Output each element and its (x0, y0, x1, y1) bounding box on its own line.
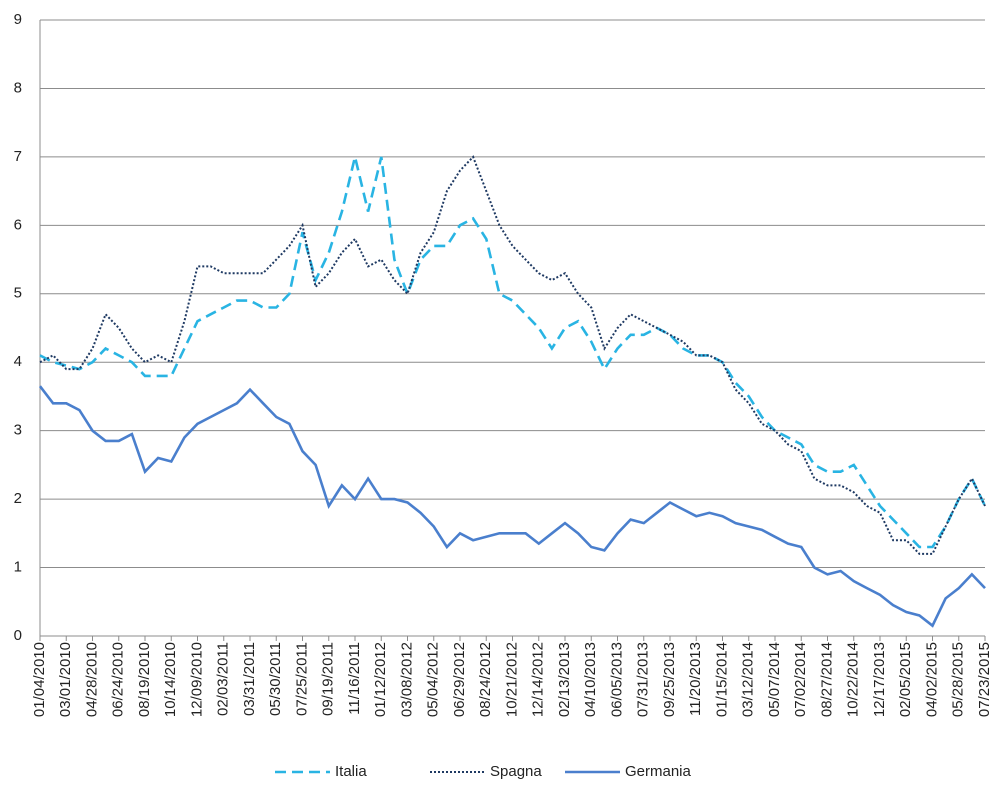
x-tick-label: 02/05/2015 (897, 642, 914, 717)
x-tick-label: 10/22/2014 (845, 642, 862, 717)
y-tick-label: 7 (14, 148, 22, 165)
x-tick-label: 03/31/2011 (241, 642, 258, 716)
x-tick-label: 05/07/2014 (766, 642, 783, 717)
x-tick-label: 12/14/2012 (530, 642, 547, 717)
series-line (39, 156, 987, 549)
x-tick-label: 04/10/2013 (582, 642, 599, 717)
x-tick-label: 07/23/2015 (976, 642, 992, 717)
y-tick-label: 1 (14, 559, 22, 576)
series-line (38, 385, 986, 628)
x-tick-label: 11/16/2011 (346, 642, 363, 715)
y-tick-label: 8 (14, 79, 22, 96)
y-tick-label: 2 (14, 490, 22, 507)
y-tick-label: 4 (14, 353, 22, 370)
x-tick-label: 07/31/2013 (635, 642, 652, 717)
x-tick-label: 10/14/2010 (162, 642, 179, 717)
x-tick-label: 04/28/2010 (83, 642, 100, 717)
x-tick-label: 01/12/2012 (372, 642, 389, 717)
x-tick-label: 06/29/2012 (451, 642, 468, 717)
x-tick-label: 12/17/2013 (871, 642, 888, 717)
x-tick-label: 06/24/2010 (110, 642, 127, 717)
x-tick-label: 03/01/2010 (57, 642, 74, 717)
legend-label: Italia (335, 763, 367, 780)
x-tick-label: 06/05/2013 (608, 642, 625, 717)
y-tick-label: 0 (14, 627, 22, 644)
x-tick-label: 07/25/2011 (293, 642, 310, 716)
y-tick-label: 5 (14, 285, 22, 302)
x-tick-label: 09/19/2011 (320, 642, 337, 716)
x-tick-label: 05/28/2015 (950, 642, 967, 717)
legend-label: Spagna (490, 763, 542, 780)
x-tick-label: 09/25/2013 (661, 642, 678, 717)
x-tick-label: 05/30/2011 (267, 642, 284, 716)
x-tick-label: 08/24/2012 (477, 642, 494, 717)
x-tick-label: 12/09/2010 (188, 642, 205, 717)
x-tick-label: 04/02/2015 (923, 642, 940, 717)
series-line (39, 155, 986, 555)
legend-label: Germania (625, 763, 692, 780)
x-tick-label: 03/12/2014 (740, 642, 757, 717)
y-tick-label: 3 (14, 422, 22, 439)
y-tick-label: 6 (14, 216, 22, 233)
x-tick-label: 01/15/2014 (713, 642, 730, 717)
x-tick-label: 11/20/2013 (687, 642, 704, 716)
x-tick-label: 02/13/2013 (556, 642, 573, 717)
y-tick-label: 9 (14, 11, 22, 28)
x-tick-label: 02/03/2011 (215, 642, 232, 716)
x-tick-label: 10/21/2012 (503, 642, 520, 717)
x-tick-label: 07/02/2014 (792, 642, 809, 717)
x-tick-label: 08/19/2010 (136, 642, 153, 717)
x-tick-label: 03/08/2012 (398, 642, 415, 717)
x-tick-label: 08/27/2014 (818, 642, 835, 717)
x-tick-label: 05/04/2012 (425, 642, 442, 717)
x-tick-label: 01/04/2010 (31, 642, 48, 717)
